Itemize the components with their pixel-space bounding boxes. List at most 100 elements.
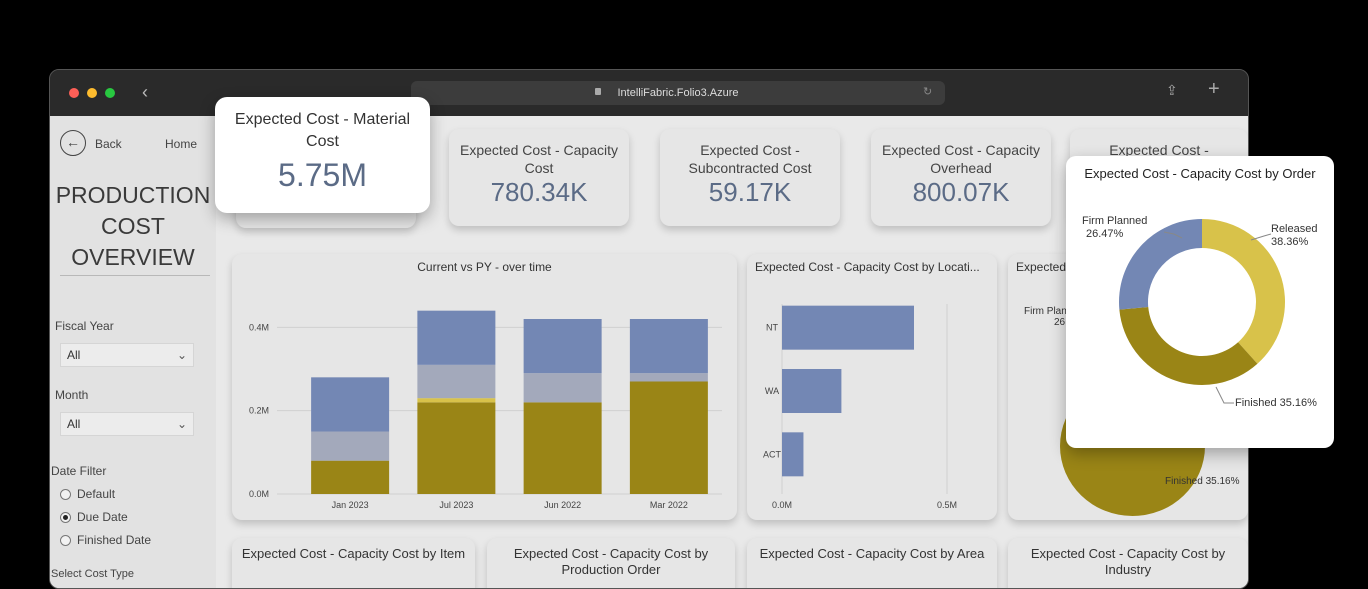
donut-slice	[1202, 219, 1285, 364]
y-tick-label: 0.2M	[249, 406, 269, 416]
sidebar: ← Back Home PRODUCTION COST OVERVIEW Fis…	[50, 116, 216, 588]
maximize-window-button[interactable]	[105, 88, 115, 98]
chart-title: Current vs PY - over time	[417, 260, 552, 274]
chart-title: Expected Cost - Capacity Cost by Industry	[1030, 546, 1226, 577]
month-label: Month	[55, 388, 89, 402]
kpi-card-subcontracted[interactable]: Expected Cost - Subcontracted Cost 59.17K	[660, 129, 840, 226]
kpi-value: 5.75M	[278, 157, 367, 193]
chart-title: Expected Cost - Capacity Cost by Order	[1084, 166, 1316, 181]
url-text: IntelliFabric.Folio3.Azure	[617, 87, 739, 99]
x-tick-label: 0.5M	[937, 500, 957, 510]
kpi-title: Expected Cost - Material Cost	[234, 111, 411, 150]
kpi-value: 800.07K	[912, 177, 1010, 207]
bar-segment	[629, 381, 708, 494]
lock-icon	[595, 88, 601, 95]
page-title-line3: OVERVIEW	[71, 244, 195, 270]
back-link[interactable]: Back	[95, 137, 122, 151]
bar-segment	[523, 319, 602, 374]
kpi-title: Expected Cost -	[1109, 142, 1209, 158]
bar-segment	[311, 377, 390, 432]
stacked-bar-chart: 0.0M 0.2M 0.4M Jan 2023 Jul 2023 Jun 2022 Mar …	[249, 310, 722, 510]
kpi-card-material-cost[interactable]: Expected Cost - Material Cost 5.75M	[215, 97, 430, 213]
chart-title: Expected Cost - Capacity Cost by Producti…	[513, 546, 709, 577]
bar-segment	[417, 310, 496, 365]
chart-title: Expected Cost - Capacity Cost by Area	[759, 546, 985, 561]
radio-default-label: Default	[77, 487, 116, 501]
bar-segment	[629, 319, 708, 374]
horizontal-bar-chart: NT WA ACT 0.0M 0.5M	[763, 304, 957, 510]
bar-segment	[523, 373, 602, 403]
x-tick-label: Jul 2023	[439, 500, 473, 510]
radio-due-date-label: Due Date	[77, 510, 128, 524]
chart-card-by-location[interactable]: Expected Cost - Capacity Cost by Locati.…	[747, 254, 997, 520]
bar-segment	[311, 460, 390, 494]
chart-card-by-item[interactable]: Expected Cost - Capacity Cost by Item	[232, 538, 475, 588]
page-title-line2: COST	[101, 213, 165, 239]
y-tick-label: 0.0M	[249, 489, 269, 499]
y-tick-label: NT	[766, 323, 778, 333]
bar	[782, 432, 804, 477]
chart-card-current-vs-py[interactable]: Current vs PY - over time 0.0M 0.2M 0.4M Ja…	[232, 254, 737, 520]
radio-due-date[interactable]	[60, 512, 71, 523]
home-link[interactable]: Home	[165, 137, 198, 151]
bar	[782, 305, 914, 350]
chart-title: Expected Cost - Capacity Cost by Item	[241, 546, 466, 561]
leader-line	[1215, 386, 1234, 404]
bar	[782, 369, 842, 413]
kpi-value: 59.17K	[708, 177, 792, 207]
kpi-card-capacity-cost[interactable]: Expected Cost - Capacity Cost 780.34K	[449, 129, 629, 226]
chart-card-by-industry[interactable]: Expected Cost - Capacity Cost by Industry	[1008, 538, 1248, 588]
pie-label: Firm Plan 26.	[1024, 306, 1068, 328]
close-window-button[interactable]	[69, 88, 79, 98]
bar-segment	[629, 373, 708, 382]
donut-card-capacity-cost-by-order[interactable]: Expected Cost - Capacity Cost by Order F…	[1066, 156, 1334, 448]
kpi-value: 780.34K	[490, 177, 588, 207]
chart-title: Expected Cost - Capacity Cost by Locati.…	[755, 260, 980, 274]
radio-default[interactable]	[60, 489, 71, 500]
reload-icon[interactable]: ↻	[923, 86, 933, 98]
bar-segment	[311, 431, 390, 461]
donut-slice	[1119, 306, 1258, 385]
bar-segment	[523, 402, 602, 494]
fiscal-year-dropdown[interactable]: All ⌄	[60, 343, 194, 367]
chart-title: Expected	[1016, 260, 1067, 274]
title-divider	[60, 275, 210, 276]
month-value: All	[67, 417, 81, 431]
fiscal-year-label: Fiscal Year	[55, 319, 114, 333]
chart-card-by-production-order[interactable]: Expected Cost - Capacity Cost by Producti…	[487, 538, 735, 588]
donut-slice	[1119, 219, 1202, 310]
address-bar[interactable]: IntelliFabric.Folio3.Azure ↻	[411, 81, 945, 105]
donut-chart	[1119, 219, 1285, 404]
donut-label-firm-planned: Firm Planned 26.47%	[1082, 215, 1148, 240]
pie-label-finished: Finished 35.16%	[1165, 476, 1240, 487]
y-tick-label: ACT	[763, 449, 782, 459]
page-title: PRODUCTION COST OVERVIEW	[50, 180, 216, 273]
minimize-window-button[interactable]	[87, 88, 97, 98]
page-title-line1: PRODUCTION	[55, 182, 211, 208]
leader-line	[1163, 231, 1183, 239]
new-tab-icon[interactable]: +	[1208, 78, 1220, 100]
share-icon[interactable]: ⇪	[1166, 82, 1178, 98]
chart-card-by-area[interactable]: Expected Cost - Capacity Cost by Area	[747, 538, 997, 588]
radio-finished-date-label: Finished Date	[77, 533, 152, 547]
back-arrow-icon[interactable]: ‹	[142, 82, 148, 102]
radio-finished-date[interactable]	[60, 535, 71, 546]
donut-label-finished: Finished 35.16%	[1235, 397, 1317, 409]
donut-label-released: Released 38.36%	[1271, 223, 1318, 248]
date-filter-label: Date Filter	[51, 464, 107, 478]
fiscal-year-value: All	[67, 348, 81, 362]
x-tick-label: Jun 2022	[544, 500, 581, 510]
bar-segment	[417, 402, 496, 494]
chevron-down-icon: ⌄	[176, 417, 187, 431]
month-dropdown[interactable]: All ⌄	[60, 412, 194, 436]
chevron-down-icon: ⌄	[176, 348, 187, 362]
back-circle-icon[interactable]: ←	[60, 130, 86, 156]
kpi-title: Expected Cost - Capacity Overhead	[882, 142, 1040, 176]
leader-line	[1250, 233, 1272, 241]
kpi-title: Expected Cost - Capacity Cost	[460, 142, 618, 176]
cost-type-label: Select Cost Type	[51, 568, 134, 580]
y-tick-label: WA	[765, 386, 779, 396]
kpi-title: Expected Cost - Subcontracted Cost	[688, 142, 812, 176]
bar-segment	[417, 364, 496, 399]
kpi-card-capacity-overhead[interactable]: Expected Cost - Capacity Overhead 800.07K	[871, 129, 1051, 226]
